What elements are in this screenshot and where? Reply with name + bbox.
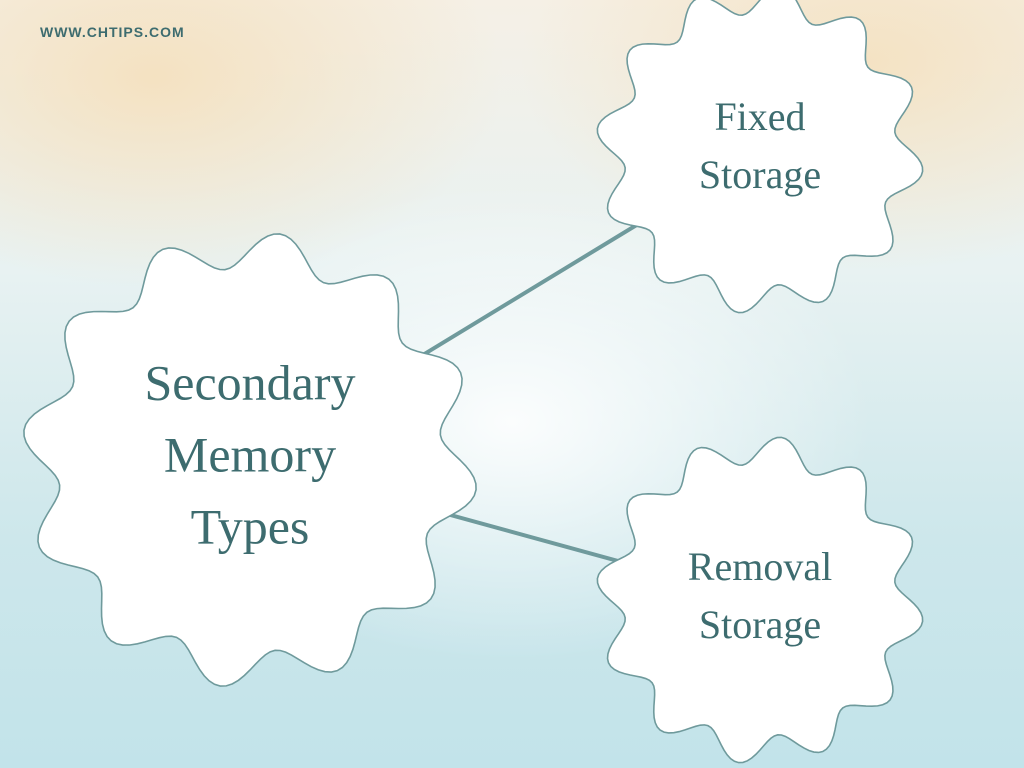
node-fixed: Fixed Storage — [597, 0, 922, 313]
edge-root-fixed — [403, 216, 652, 367]
node-label-root-line2: Types — [191, 498, 310, 554]
node-label-root-line0: Secondary — [144, 354, 355, 410]
diagram-svg: Secondary Memory Types Fixed Storage Removal S… — [0, 0, 1024, 768]
node-label-root-line1: Memory — [164, 426, 336, 482]
node-label-fixed-line1: Storage — [699, 152, 821, 197]
node-shape-removal — [597, 437, 922, 762]
nodes-layer: Secondary Memory Types Fixed Storage Removal S… — [24, 0, 923, 763]
node-label-fixed-line0: Fixed — [714, 94, 805, 139]
canvas: WWW.CHTIPS.COM SecondaryMemoryTypesFixed… — [0, 0, 1024, 768]
node-removal: Removal Storage — [597, 437, 922, 762]
node-label-removal-line0: Removal — [688, 544, 832, 589]
node-label-removal-line1: Storage — [699, 602, 821, 647]
node-root: Secondary Memory Types — [24, 234, 476, 686]
edge-root-removal — [422, 507, 637, 566]
